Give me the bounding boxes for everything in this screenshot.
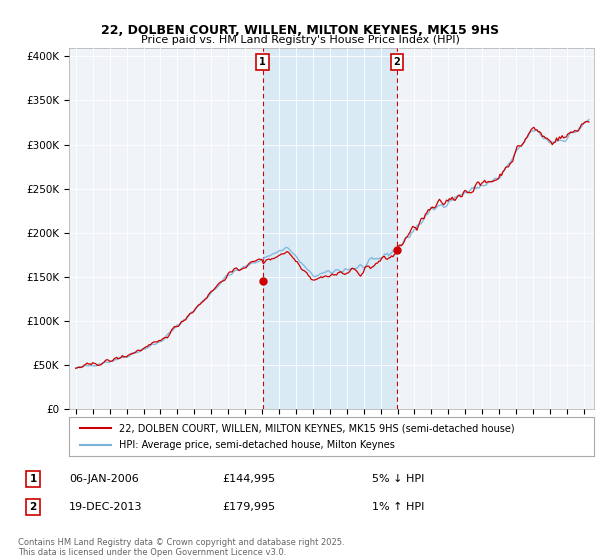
Text: 5% ↓ HPI: 5% ↓ HPI: [372, 474, 424, 484]
Text: 22, DOLBEN COURT, WILLEN, MILTON KEYNES, MK15 9HS: 22, DOLBEN COURT, WILLEN, MILTON KEYNES,…: [101, 24, 499, 36]
Text: 2: 2: [394, 57, 400, 67]
Text: £179,995: £179,995: [222, 502, 275, 512]
Text: HPI: Average price, semi-detached house, Milton Keynes: HPI: Average price, semi-detached house,…: [119, 440, 395, 450]
Text: 19-DEC-2013: 19-DEC-2013: [69, 502, 143, 512]
Text: £144,995: £144,995: [222, 474, 275, 484]
Bar: [263, 48, 397, 409]
Text: 1: 1: [259, 57, 266, 67]
Text: Price paid vs. HM Land Registry's House Price Index (HPI): Price paid vs. HM Land Registry's House …: [140, 35, 460, 45]
Text: 2: 2: [29, 502, 37, 512]
Text: 1% ↑ HPI: 1% ↑ HPI: [372, 502, 424, 512]
Text: 1: 1: [29, 474, 37, 484]
Text: 22, DOLBEN COURT, WILLEN, MILTON KEYNES, MK15 9HS (semi-detached house): 22, DOLBEN COURT, WILLEN, MILTON KEYNES,…: [119, 423, 515, 433]
Text: Contains HM Land Registry data © Crown copyright and database right 2025.
This d: Contains HM Land Registry data © Crown c…: [18, 538, 344, 557]
Text: 06-JAN-2006: 06-JAN-2006: [69, 474, 139, 484]
